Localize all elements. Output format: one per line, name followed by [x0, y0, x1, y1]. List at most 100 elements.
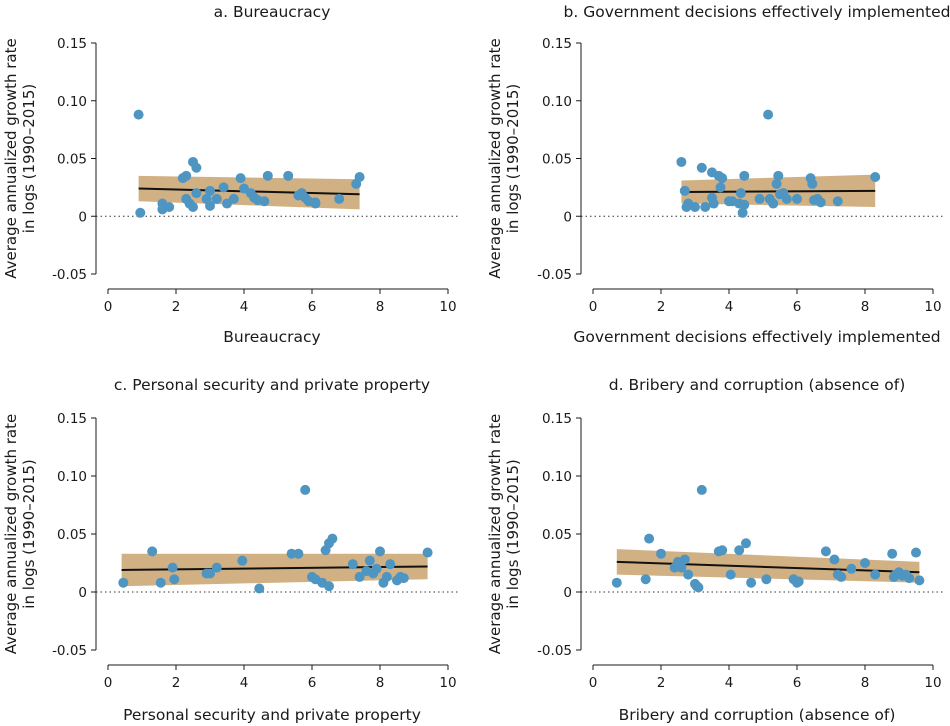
panel-a-data-point	[235, 173, 246, 184]
panel-c-data-point	[371, 563, 382, 574]
panel-b-data-point	[715, 182, 726, 193]
panel-d-data-point	[836, 571, 847, 582]
panel-c-x-tick-label: 10	[439, 675, 456, 691]
panel-d-y-tick-label: 0.05	[542, 527, 572, 543]
panel-b-data-point	[870, 171, 881, 182]
panel-d-y-tick-label: -0.05	[537, 643, 572, 659]
panel-b-data-point	[771, 178, 782, 189]
panel-c-y-tick-label: 0	[78, 585, 87, 601]
panel-d-data-point	[860, 558, 870, 568]
panel-b-x-tick-label: 4	[725, 299, 734, 315]
panel-a-x-tick-label: 8	[376, 299, 385, 315]
panel-d-data-point	[911, 547, 921, 558]
panel-c-data-point	[385, 559, 396, 570]
panel-c-data-point	[300, 484, 311, 495]
panel-d-x-tick-label: 0	[589, 675, 598, 691]
panel-c-y-tick-label: 0.15	[57, 411, 87, 427]
panel-b-data-point	[717, 173, 728, 184]
panel-d-data-point	[746, 577, 757, 588]
panel-b-y-tick-label: -0.05	[537, 267, 572, 283]
panel-a-y-tick-label: 0.10	[57, 94, 87, 110]
panel-d-data-point	[741, 538, 751, 549]
panel-c-data-point	[324, 581, 334, 592]
panel-a-data-point	[283, 170, 294, 181]
panel-d-data-point	[846, 563, 857, 574]
panel-b-data-point	[700, 202, 711, 213]
panel-d-data-point	[904, 573, 915, 584]
panel-a-data-point	[354, 171, 365, 182]
panel-b-data-point	[708, 198, 719, 209]
panel-c-data-point	[422, 547, 433, 558]
panel-c-data-point	[375, 546, 385, 557]
panel-b-y-tick-label: 0.10	[542, 94, 572, 110]
panel-c-x-tick-label: 8	[376, 675, 385, 691]
panel-b-data-point	[735, 188, 746, 199]
panel-c-data-point	[381, 571, 392, 582]
panel-a-y-tick-label: 0	[78, 209, 87, 225]
panel-d-data-point	[725, 569, 736, 580]
panel-d-data-point	[683, 569, 694, 580]
panel-a-data-point	[135, 207, 146, 218]
panel-c-x-tick-label: 4	[240, 675, 249, 691]
panel-a-data-point	[164, 202, 175, 213]
panel-d-data-point	[734, 545, 745, 556]
panel-c-y-tick-label: 0.05	[57, 527, 87, 543]
panel-c-data-point	[147, 546, 158, 557]
panel-d-data-point	[717, 545, 728, 556]
panel-c-data-point	[354, 571, 365, 582]
panel-b-data-point	[696, 162, 707, 173]
panel-d-data-point	[693, 582, 704, 593]
panel-c-x-tick-label: 0	[104, 675, 113, 691]
panel-d-data-point	[820, 546, 831, 557]
panel-c-data-point	[364, 555, 375, 566]
panel-b-data-point	[763, 109, 774, 120]
panel-b-y-tick-label: 0.15	[542, 36, 572, 52]
panel-b-x-tick-label: 0	[589, 299, 598, 315]
panel-c-x-axis-title: Personal security and private property	[123, 706, 421, 724]
panel-b-data-point	[773, 170, 784, 181]
panel-d-data-point	[914, 575, 925, 586]
panel-b-data-point	[807, 178, 818, 189]
panel-b-y-tick-label: 0	[563, 209, 572, 225]
panel-a-y-axis-title-line-2: in logs (1990–2015)	[20, 84, 38, 233]
panel-d-data-point	[887, 548, 898, 559]
panel-d-data-point	[761, 574, 772, 585]
panel-d-data-point	[640, 574, 651, 585]
panel-b-x-tick-label: 6	[793, 299, 802, 315]
panel-a-data-point	[262, 170, 273, 181]
panel-c-data-point	[118, 577, 129, 588]
panel-a-y-tick-label: -0.05	[52, 267, 87, 283]
panel-b-data-point	[737, 207, 748, 218]
panel-b-data-point	[739, 170, 750, 181]
panel-a-data-point	[191, 188, 202, 199]
panel-c-data-point	[254, 583, 265, 594]
panel-a-x-tick-label: 2	[172, 299, 181, 315]
panel-a-data-point	[211, 193, 222, 204]
panel-d-data-point	[676, 562, 687, 573]
panel-b-data-point	[690, 202, 700, 213]
panel-a-data-point	[181, 170, 192, 181]
panel-b-y-axis-title-line-1: Average annualized growth rate	[486, 38, 504, 278]
panel-c-y-tick-label: -0.05	[52, 643, 87, 659]
panel-c-y-axis-title-line-1: Average annualized growth rate	[2, 414, 20, 654]
panel-c-x-tick-label: 2	[172, 675, 181, 691]
panel-c-data-point	[327, 533, 338, 544]
panel-a-data-point	[334, 193, 345, 204]
panel-d-data-point	[656, 548, 666, 559]
panel-d-data-point	[696, 484, 707, 495]
panel-d-data-point	[679, 554, 690, 565]
panel-d-data-point	[829, 554, 840, 565]
panel-d-title: d. Bribery and corruption (absence of)	[609, 376, 906, 394]
panel-c-y-axis-title-line-2: in logs (1990–2015)	[20, 459, 38, 608]
panel-c-data-point	[167, 562, 178, 573]
panel-b-x-tick-label: 2	[657, 299, 666, 315]
panel-d-y-tick-label: 0.10	[542, 469, 572, 485]
panel-d-data-point	[611, 577, 622, 588]
panel-d-data-point	[793, 576, 804, 587]
panel-d-fit-line	[616, 560, 920, 574]
panel-c: -0.05 0 0.05 0.10 0.15 0 2 4 6 8 10 c. Personal sec…	[2, 376, 458, 724]
panel-b-x-tick-label: 8	[861, 299, 870, 315]
panel-d-x-tick-label: 2	[657, 675, 666, 691]
panel-d-x-tick-label: 10	[924, 675, 941, 691]
